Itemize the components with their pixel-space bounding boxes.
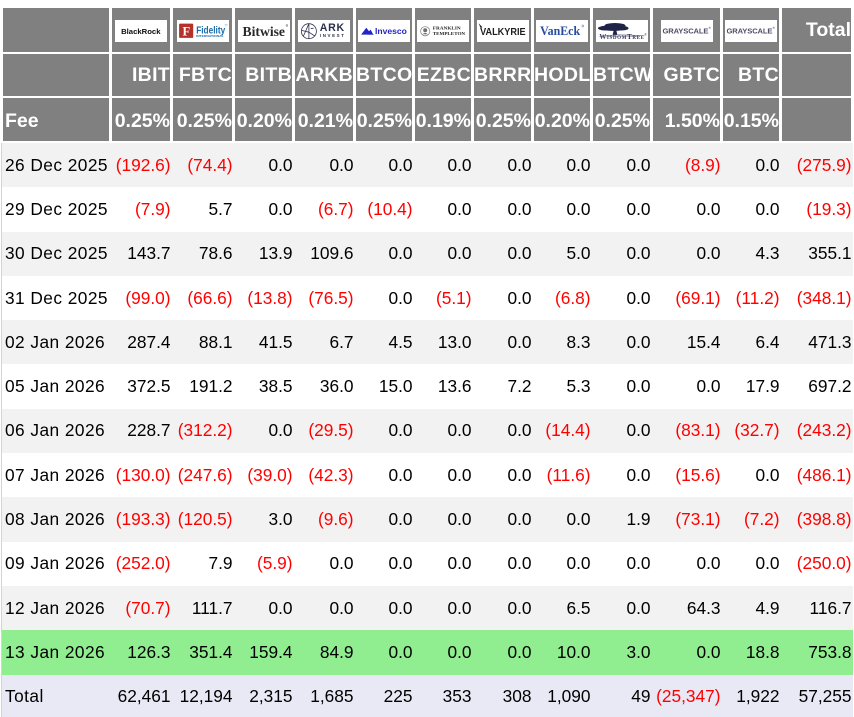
svg-text:TEMPLETON: TEMPLETON <box>433 31 466 36</box>
svg-text:Bitwise: Bitwise <box>242 24 285 39</box>
svg-text:INVEST: INVEST <box>320 33 344 38</box>
svg-text:FRANKLIN: FRANKLIN <box>433 26 462 31</box>
svg-text:BlackRock: BlackRock <box>121 27 161 36</box>
svg-text:®: ® <box>285 24 288 28</box>
svg-text:®: ® <box>644 33 646 37</box>
svg-text:WisdomTree: WisdomTree <box>599 34 644 41</box>
svg-text:®: ® <box>708 26 711 30</box>
svg-text:VanEck: VanEck <box>540 23 581 38</box>
svg-text:F: F <box>182 25 190 39</box>
svg-text:™: ™ <box>224 24 227 28</box>
svg-text:Fidelity: Fidelity <box>196 25 225 36</box>
svg-text:Invesco: Invesco <box>375 26 407 36</box>
svg-text:®: ® <box>773 26 776 30</box>
svg-text:ARK: ARK <box>320 22 345 34</box>
svg-text:VALKYRIE: VALKYRIE <box>480 27 526 38</box>
svg-text:GRAYSCALE: GRAYSCALE <box>662 27 708 36</box>
svg-text:®: ® <box>582 25 585 29</box>
svg-text:INTERNATIONAL: INTERNATIONAL <box>196 35 224 38</box>
svg-text:GRAYSCALE: GRAYSCALE <box>727 27 773 36</box>
